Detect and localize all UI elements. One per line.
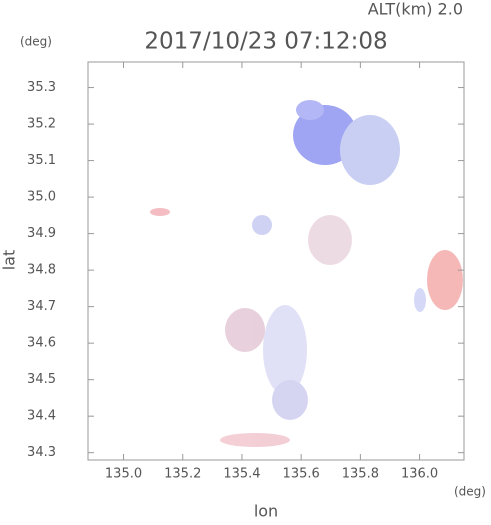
y-tick-label: 35.2 [27,117,56,132]
plot-frame [87,61,465,461]
y-axis-label: lat [0,250,19,271]
y-tick-label: 34.7 [27,299,56,314]
x-tick-label: 135.2 [164,467,201,482]
y-tick-label: 34.9 [27,226,56,241]
y-tick-label: 34.6 [27,336,56,351]
echo-field [150,100,463,447]
x-tick-label: 135.8 [342,467,379,482]
y-tick-label: 35.3 [27,80,56,95]
altitude-label: ALT(km) 2.0 [368,0,463,19]
y-tick-label: 35.1 [27,153,56,168]
y-tick-label: 34.4 [27,409,56,424]
y-tick-label: 34.8 [27,263,56,278]
y-tick-label: 35.0 [27,190,56,205]
x-tick-label: 136.0 [401,467,438,482]
x-tick-label: 135.6 [283,467,320,482]
x-tick-label: 135.4 [223,467,260,482]
y-unit: (deg) [20,35,52,49]
x-axis-label: lon [254,502,278,521]
y-tick-label: 34.3 [27,445,56,460]
x-tick-label: 135.0 [105,467,142,482]
x-unit: (deg) [454,485,486,499]
y-tick-label: 34.5 [27,372,56,387]
chart-title: 2017/10/23 07:12:08 [144,29,387,55]
